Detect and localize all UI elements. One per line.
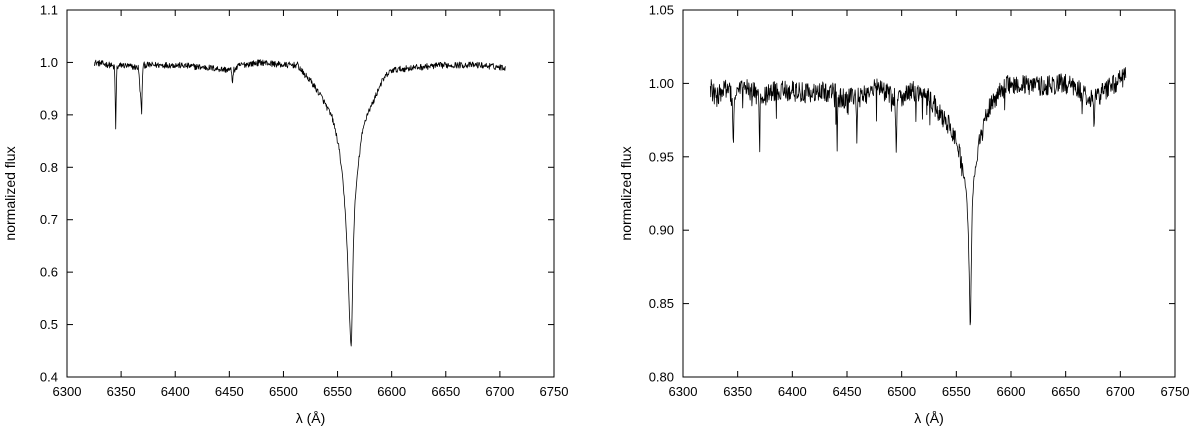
spectrum-line <box>709 67 1127 326</box>
x-axis-label: λ (Å) <box>296 410 326 426</box>
x-tick-label: 6650 <box>1051 384 1080 399</box>
x-tick-label: 6550 <box>323 384 352 399</box>
y-tick-label: 0.80 <box>649 370 674 385</box>
y-tick-label: 1.00 <box>649 76 674 91</box>
x-tick-label: 6350 <box>723 384 752 399</box>
x-tick-label: 6600 <box>997 384 1026 399</box>
y-tick-label: 0.4 <box>40 370 58 385</box>
x-tick-label: 6400 <box>161 384 190 399</box>
x-tick-label: 6400 <box>778 384 807 399</box>
y-tick-label: 0.95 <box>649 149 674 164</box>
plot-frame <box>66 9 555 378</box>
x-tick-label: 6750 <box>540 384 569 399</box>
y-tick-label: 0.85 <box>649 296 674 311</box>
y-tick-label: 1.05 <box>649 3 674 18</box>
y-tick-label: 0.5 <box>40 317 58 332</box>
x-tick-label: 6700 <box>1106 384 1135 399</box>
y-axis-label: normalized flux <box>2 146 18 240</box>
x-tick-label: 6550 <box>942 384 971 399</box>
x-tick-label: 6500 <box>887 384 916 399</box>
y-tick-label: 0.8 <box>40 160 58 175</box>
x-tick-label: 6300 <box>53 384 82 399</box>
plot-frame <box>682 9 1176 378</box>
y-axis-label: normalized flux <box>618 146 634 240</box>
y-tick-label: 0.9 <box>40 107 58 122</box>
x-tick-label: 6450 <box>215 384 244 399</box>
y-tick-label: 1.0 <box>40 55 58 70</box>
x-tick-label: 6650 <box>431 384 460 399</box>
y-tick-label: 1.1 <box>40 3 58 18</box>
y-tick-label: 0.90 <box>649 223 674 238</box>
x-axis-label: λ (Å) <box>914 410 944 426</box>
x-tick-label: 6300 <box>669 384 698 399</box>
y-tick-label: 0.7 <box>40 212 58 227</box>
x-tick-label: 6600 <box>377 384 406 399</box>
right-spectrum-panel: 6300 6350 6400 6450 6500 6550 6600 6650 6700 6750… <box>618 3 1189 427</box>
x-tick-label: 6500 <box>269 384 298 399</box>
x-tick-label: 6750 <box>1161 384 1190 399</box>
spectrum-line <box>93 59 506 347</box>
left-spectrum-panel: 6300 6350 6400 6450 6500 6550 6600 6650 6700 6750… <box>2 3 568 427</box>
y-tick-label: 0.6 <box>40 265 58 280</box>
x-tick-label: 6700 <box>485 384 514 399</box>
x-tick-label: 6350 <box>107 384 136 399</box>
x-tick-label: 6450 <box>833 384 862 399</box>
